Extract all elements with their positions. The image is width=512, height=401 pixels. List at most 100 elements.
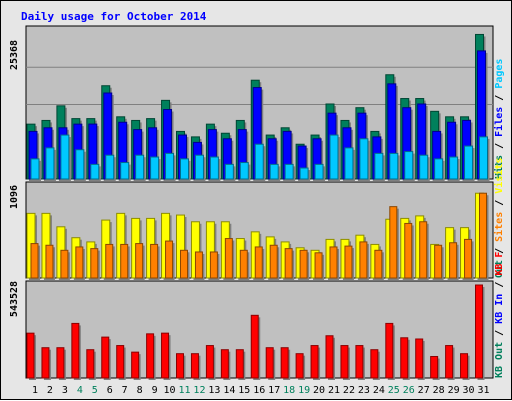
sites-bar-day-17 — [269, 244, 278, 279]
legend-separator: / — [494, 276, 505, 294]
kbytes-bar-day-2 — [41, 347, 50, 379]
pages-bar-day-12 — [194, 154, 204, 180]
day-label-10: 10 — [164, 385, 176, 396]
day-label-16: 16 — [253, 385, 265, 396]
day-label-22: 22 — [343, 385, 355, 396]
kbytes-bar-day-30 — [460, 353, 469, 379]
kbytes-bar-day-5 — [86, 349, 95, 379]
kbytes-bar-day-26 — [400, 337, 409, 379]
pages-bar-day-26 — [404, 151, 414, 180]
pages-bar-day-21 — [329, 134, 339, 180]
kbytes-bar-day-14 — [220, 349, 229, 379]
top-legend-text: Hits / Files / Pages — [493, 59, 505, 179]
legend-separator: / — [494, 242, 505, 260]
middle-panel-legend: Out / Sites / Visits — [493, 158, 505, 278]
day-label-9: 9 — [152, 385, 158, 396]
bot-legend-text: KB Out / KB In / KB F — [494, 252, 505, 378]
pages-bar-day-13 — [209, 156, 219, 180]
sites-bar-day-23 — [359, 241, 368, 279]
sites-bar-day-31 — [479, 192, 487, 279]
pages-bar-day-7 — [120, 162, 130, 180]
pages-bar-day-16 — [254, 143, 264, 180]
kbytes-bar-day-13 — [205, 345, 214, 379]
kbytes-bar-day-19 — [295, 353, 304, 379]
legend-item-pages: Pages — [494, 59, 505, 89]
kbytes-bar-day-20 — [310, 345, 319, 379]
day-label-5: 5 — [92, 385, 98, 396]
kbytes-bar-day-7 — [116, 345, 125, 379]
day-label-15: 15 — [238, 385, 250, 396]
day-label-26: 26 — [403, 385, 415, 396]
day-label-8: 8 — [137, 385, 143, 396]
legend-item-kb-out: KB Out — [494, 342, 505, 378]
sites-bar-day-2 — [45, 244, 54, 279]
day-label-17: 17 — [268, 385, 280, 396]
middle-panel-max-label: 1096 — [9, 185, 20, 209]
legend-item-kb-in: KB In — [494, 294, 505, 324]
sites-bar-day-1 — [30, 243, 39, 279]
kbytes-bar-day-27 — [415, 338, 424, 379]
sites-bar-day-13 — [209, 251, 218, 279]
kbytes-bar-day-22 — [340, 345, 349, 379]
day-label-14: 14 — [223, 385, 235, 396]
legend-item-visits: Visits — [493, 158, 505, 194]
legend-item-kb-f: KB F — [494, 252, 505, 276]
pages-bar-day-25 — [389, 152, 399, 180]
sites-bar-day-21 — [329, 246, 338, 279]
day-label-31: 31 — [477, 385, 489, 396]
day-label-18: 18 — [283, 385, 295, 396]
hits-files-pages-panel — [25, 25, 494, 182]
sites-bar-day-8 — [135, 243, 144, 279]
pages-bar-day-31 — [479, 136, 488, 180]
pages-bar-day-5 — [90, 163, 100, 180]
sites-bar-day-24 — [374, 249, 383, 279]
sites-bar-day-11 — [180, 249, 188, 279]
pages-bar-day-10 — [165, 152, 175, 180]
pages-bar-day-27 — [419, 154, 429, 180]
sites-bar-day-9 — [150, 243, 159, 279]
day-label-3: 3 — [62, 385, 68, 396]
legend-separator: / — [494, 89, 505, 107]
kbytes-bar-day-25 — [385, 322, 394, 379]
kbytes-bar-day-1 — [26, 332, 35, 379]
day-label-13: 13 — [208, 385, 220, 396]
pages-bar-day-6 — [105, 154, 115, 180]
kbytes-bar-day-31 — [475, 284, 483, 379]
legend-item-files: Files — [493, 107, 505, 137]
kbytes-bar-day-16 — [250, 314, 259, 379]
kbytes-bar-day-6 — [101, 336, 110, 379]
pages-bar-day-1 — [30, 158, 40, 180]
sites-bar-day-28 — [434, 244, 443, 279]
sites-bar-day-14 — [224, 238, 233, 279]
legend-separator: / — [494, 194, 505, 212]
sites-bar-day-3 — [60, 249, 69, 279]
sites-bar-day-20 — [314, 252, 323, 279]
pages-bar-day-19 — [299, 167, 309, 180]
kbytes-bar-day-24 — [370, 349, 379, 379]
sites-bar-day-6 — [105, 243, 114, 279]
day-label-23: 23 — [358, 385, 370, 396]
day-label-6: 6 — [107, 385, 113, 396]
pages-bar-day-8 — [135, 154, 145, 180]
legend-item-out: Out — [494, 260, 505, 278]
legend-item-hits: Hits — [493, 155, 505, 179]
day-label-24: 24 — [373, 385, 385, 396]
kbytes-bar-day-10 — [161, 332, 170, 379]
pages-bar-day-28 — [434, 158, 444, 180]
day-label-20: 20 — [313, 385, 325, 396]
sites-bar-day-4 — [75, 246, 84, 279]
pages-bar-day-23 — [359, 138, 369, 180]
day-label-1: 1 — [32, 385, 38, 396]
pages-bar-day-15 — [239, 162, 249, 180]
kbytes-panel — [25, 280, 494, 380]
day-label-29: 29 — [448, 385, 460, 396]
chart-title: Daily usage for October 2014 — [21, 10, 207, 23]
sites-bar-day-25 — [389, 206, 398, 279]
pages-bar-day-17 — [269, 163, 279, 180]
day-label-4: 4 — [77, 385, 83, 396]
mid-legend-text: Out / Sites / Visits — [493, 158, 505, 278]
day-label-11: 11 — [178, 385, 190, 396]
legend-item-sites: Sites — [493, 212, 505, 242]
sites-bar-day-16 — [254, 246, 263, 279]
